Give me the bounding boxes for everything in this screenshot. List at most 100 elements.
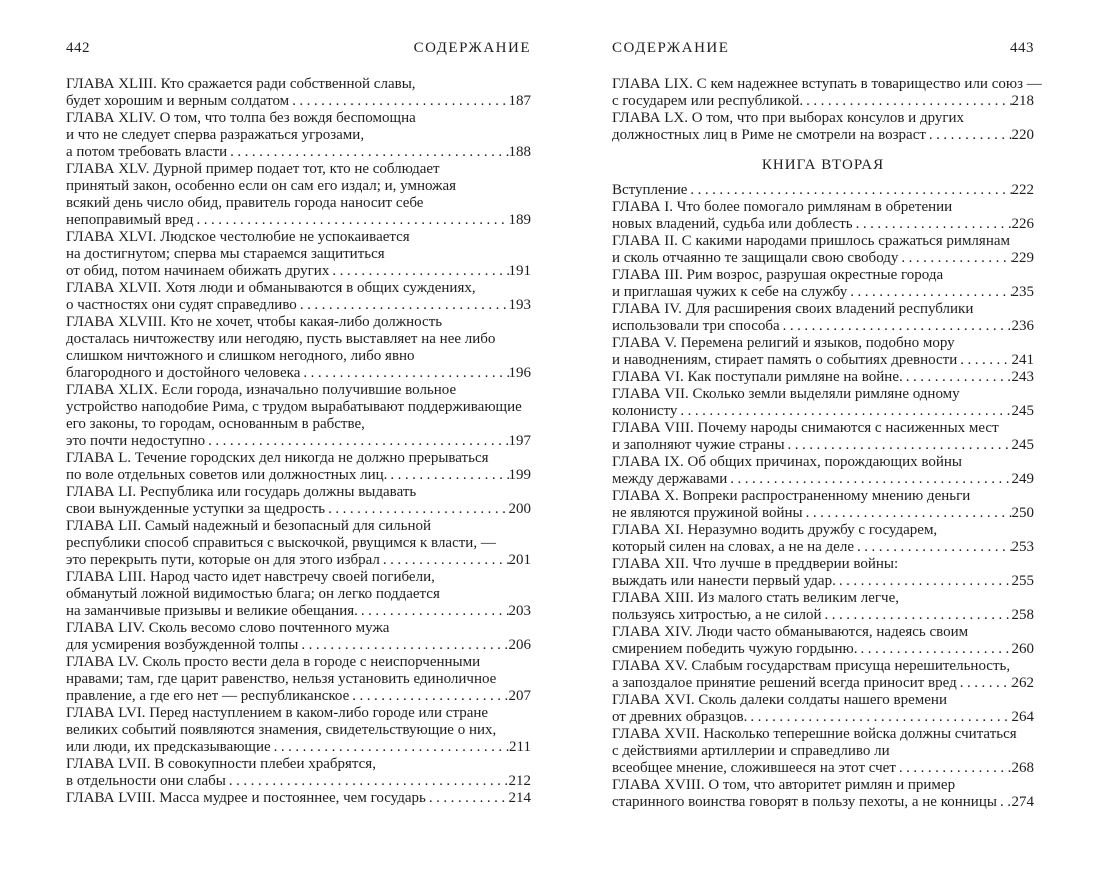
toc-entry-final-line: непоправимый вред 189 [66, 212, 531, 229]
toc-entry-text: выждать или нанести первый удар. [612, 573, 836, 589]
toc-entry-line: досталась ничтожеству или негодяю, пусть… [66, 331, 496, 347]
toc-page-ref: 197 [508, 433, 532, 449]
toc-page-ref: 218 [1011, 93, 1035, 109]
toc-page-ref: 274 [1011, 794, 1035, 810]
toc-page-ref: 187 [508, 93, 532, 109]
toc-entry-text: должностных лиц в Риме не смотрели на во… [612, 127, 926, 143]
toc-entry-text: который силен на словах, а не на деле [612, 539, 854, 555]
toc-entry-final-line: это почти недоступно 197 [66, 433, 531, 450]
toc-entry-line: ГЛАВА XVI. Сколь далеки солдаты нашего в… [612, 692, 947, 708]
toc-entry-line: слишком ничтожного и слишком негодного, … [66, 348, 415, 364]
toc-entry-final-line: о частностях они судят справедливо 193 [66, 297, 531, 314]
toc-entry-line: ГЛАВА LV. Сколь просто вести дела в горо… [66, 654, 481, 670]
dot-leader [352, 688, 508, 705]
toc-entry-text: смирением победить чужую гордыню. [612, 641, 858, 657]
toc-entry-line: ГЛАВА XII. Что лучше в преддверии войны: [612, 556, 899, 572]
toc-page-ref: 212 [508, 773, 532, 789]
toc-entry-text: это перекрыть пути, которые он для этого… [66, 552, 380, 568]
toc-entry-text: ГЛАВА VI. Как поступали римляне на войне… [612, 369, 903, 385]
toc-entry-text: а потом требовать власти [66, 144, 228, 160]
toc-entry-line: ГЛАВА X. Вопреки распространенному мнени… [612, 488, 971, 504]
dot-leader [783, 318, 1012, 335]
toc-entry-text: а запоздалое принятие решений всегда при… [612, 675, 957, 691]
toc-entry-line: ГЛАВА XLIX. Если города, изначально полу… [66, 382, 457, 398]
page-right-header: СОДЕРЖАНИЕ 443 [612, 40, 1034, 57]
toc-entry-line: ГЛАВА III. Рим возрос, разрушая окрестны… [612, 267, 944, 283]
dot-leader [839, 573, 1012, 590]
toc-entry-text: колонисту [612, 403, 678, 419]
page-left-header: 442 СОДЕРЖАНИЕ [66, 40, 531, 57]
toc-entry-text: и приглашая чужих к себе на службу [612, 284, 848, 300]
toc-entry-line: ГЛАВА IV. Для расширения своих владений … [612, 301, 974, 317]
toc-entry-line: и что не следует сперва разражаться угро… [66, 127, 365, 143]
toc-entry-text: от обид, потом начинаем обижать других [66, 263, 330, 279]
toc-entry-line: ГЛАВА LIII. Народ часто идет навстречу с… [66, 569, 435, 585]
toc-list-right: ГЛАВА LIX. С кем надежнее вступать в тов… [612, 76, 1042, 811]
toc-entry-text: на заманчивые призывы и великие обещания… [66, 603, 358, 619]
toc-entry-line: ГЛАВА XLIII. Кто сражается ради собствен… [66, 76, 416, 92]
toc-page-ref: 201 [508, 552, 532, 568]
toc-page-ref: 203 [508, 603, 532, 619]
toc-entry-final-line: ГЛАВА LVIII. Масса мудрее и постояннее, … [66, 790, 531, 807]
toc-page-ref: 193 [508, 297, 532, 313]
dot-leader [960, 675, 1012, 692]
toc-entry-final-line: использовали три способа 236 [612, 318, 1034, 335]
toc-entry-final-line: выждать или нанести первый удар. 255 [612, 573, 1034, 590]
toc-entry-line: ГЛАВА XLVIII. Кто не хочет, чтобы какая-… [66, 314, 443, 330]
toc-entry-text: о частностях они судят справедливо [66, 297, 297, 313]
toc-entry-final-line: от древних образцов. 264 [612, 709, 1034, 726]
dot-leader [680, 403, 1011, 420]
toc-page-ref: 236 [1011, 318, 1035, 334]
dot-leader [301, 637, 508, 654]
toc-entry-line: республики способ справиться с выскочкой… [66, 535, 496, 551]
toc-entry-line: устройство наподобие Рима, с трудом выра… [66, 399, 522, 415]
toc-entry-text: и заполняют чужие страны [612, 437, 785, 453]
toc-page-ref: 214 [508, 790, 532, 806]
toc-entry-text: с государем или республикой. [612, 93, 804, 109]
dot-leader [806, 93, 1011, 110]
toc-list-left: ГЛАВА XLIII. Кто сражается ради собствен… [66, 76, 531, 807]
dot-leader [730, 471, 1011, 488]
toc-entry-line: ГЛАВА XVII. Насколько теперешние войска … [612, 726, 1017, 742]
toc-entry-text: правление, а где его нет — республиканск… [66, 688, 350, 704]
dot-leader [906, 369, 1012, 386]
toc-entry-line: ГЛАВА XV. Слабым государствам присуща не… [612, 658, 1011, 674]
toc-entry-final-line: который силен на словах, а не на деле 253 [612, 539, 1034, 556]
toc-entry-line: ГЛАВА II. С какими народами пришлось сра… [612, 233, 1010, 249]
page-number-right: 443 [1010, 40, 1034, 56]
dot-leader [788, 437, 1012, 454]
toc-entry-final-line: колонисту 245 [612, 403, 1034, 420]
toc-entry-final-line: старинного воинства говорят в пользу пех… [612, 794, 1034, 811]
toc-entry-final-line: ГЛАВА VI. Как поступали римляне на войне… [612, 369, 1034, 386]
toc-entry-text: от древних образцов. [612, 709, 748, 725]
toc-entry-final-line: новых владений, судьба или доблесть 226 [612, 216, 1034, 233]
toc-entry-final-line: и приглашая чужих к себе на службу 235 [612, 284, 1034, 301]
book-part-heading: КНИГА ВТОРАЯ [761, 157, 885, 173]
toc-entry-final-line: смирением победить чужую гордыню. 260 [612, 641, 1034, 658]
dot-leader [929, 127, 1012, 144]
toc-entry-text: новых владений, судьба или доблесть [612, 216, 853, 232]
toc-entry-text: будет хорошим и верным солдатом [66, 93, 290, 109]
toc-entry-text: не являются пружиной войны [612, 505, 803, 521]
toc-page-ref: 199 [508, 467, 532, 483]
toc-page-ref: 235 [1011, 284, 1035, 300]
dot-leader [383, 552, 509, 569]
dot-leader [208, 433, 508, 450]
dot-leader [860, 641, 1011, 658]
toc-page-ref: 207 [508, 688, 532, 704]
toc-entry-final-line: с государем или республикой. 218 [612, 93, 1034, 110]
toc-entry-text: между державами [612, 471, 728, 487]
toc-page-ref: 255 [1011, 573, 1035, 589]
dot-leader [429, 790, 509, 807]
toc-page-ref: 206 [508, 637, 532, 653]
page-left: 442 СОДЕРЖАНИЕ ГЛАВА XLIII. Кто сражаетс… [66, 40, 531, 807]
dot-leader [292, 93, 508, 110]
toc-page-ref: 220 [1011, 127, 1035, 143]
toc-entry-line: ГЛАВА LI. Республика или государь должны… [66, 484, 417, 500]
page-number-left: 442 [66, 40, 90, 56]
toc-entry-final-line: не являются пружиной войны 250 [612, 505, 1034, 522]
toc-entry-final-line: Вступление 222 [612, 182, 1034, 199]
running-title-left: СОДЕРЖАНИЕ [413, 40, 531, 56]
toc-entry-text: по воле отдельных советов или должностны… [66, 467, 388, 483]
toc-entry-final-line: и наводнениям, стирает память о событиях… [612, 352, 1034, 369]
